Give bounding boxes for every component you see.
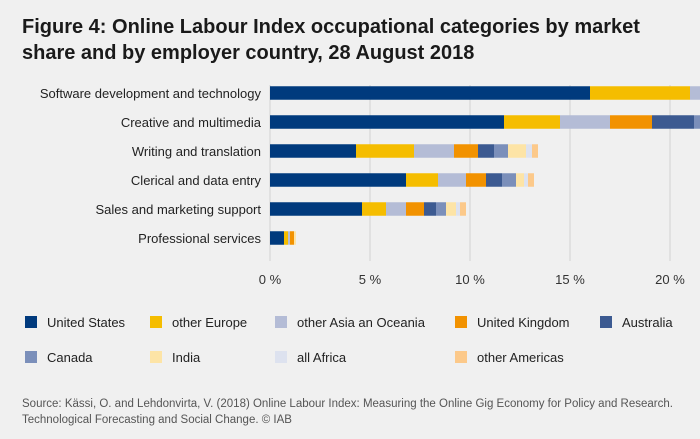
bar-segment [502,173,516,187]
bar-segment [436,202,446,216]
legend-label: all Africa [297,350,347,365]
x-tick-label: 5 % [359,272,382,287]
bar-segment [478,144,494,158]
x-tick-label: 10 % [455,272,485,287]
bar-segment [532,144,538,158]
bar-segment [406,173,438,187]
legend-swatch [150,351,162,363]
bar-segment [270,202,362,216]
category-label: Software development and technology [40,86,262,101]
bar-segment [294,231,296,245]
bar-segment [284,231,288,245]
bar-segment [270,173,406,187]
bar-segment [456,202,460,216]
bar-segment [288,231,290,245]
bar-segment [690,86,700,100]
grid-lines [269,85,671,261]
bar-segment [528,173,534,187]
bar-segment [454,144,478,158]
bar-segment [270,144,356,158]
bar-segment [560,115,610,129]
legend-swatch [25,316,37,328]
bar-segment [270,231,284,245]
bar-segment [466,173,486,187]
bar-segment [652,115,694,129]
bar-segment [526,144,532,158]
legend: United States other Europe other Asia an O… [25,315,673,365]
legend-swatch [150,316,162,328]
legend-label: India [172,350,201,365]
legend-label: United Kingdom [477,315,570,330]
bar-segment [290,231,294,245]
legend-label: other Americas [477,350,564,365]
x-tick-label: 0 % [259,272,282,287]
bar-segment [504,115,560,129]
bar-segment [524,173,528,187]
bar-segment [694,115,700,129]
bar-segment [406,202,424,216]
legend-swatch [600,316,612,328]
chart-title: Figure 4: Online Labour Index occupation… [22,16,640,64]
bar-segment [516,173,524,187]
x-axis-tick-labels: 0 %5 %10 %15 %20 %25 %30 %35 %40 % [259,272,685,287]
legend-label: other Asia an Oceania [297,315,426,330]
category-label: Professional services [138,231,261,246]
bar-segment [438,173,466,187]
bar-segment [270,115,504,129]
bar-segment [486,173,502,187]
legend-swatch [275,316,287,328]
category-label: Creative and multimedia [121,115,262,130]
bar-segment [356,144,414,158]
legend-swatch [455,316,467,328]
legend-swatch [25,351,37,363]
bar-segment [414,144,454,158]
category-label: Sales and marketing support [96,202,262,217]
bar-segments [270,86,700,245]
legend-label: United States [47,315,126,330]
bar-segment [424,202,436,216]
bar-segment [446,202,456,216]
bar-segment [590,86,690,100]
x-tick-label: 15 % [555,272,585,287]
bar-segment [460,202,466,216]
bar-segment [362,202,386,216]
bar-segment [494,144,508,158]
bar-segment [508,144,526,158]
legend-swatch [455,351,467,363]
category-labels: Software development and technology Creat… [40,86,262,246]
legend-label: other Europe [172,315,247,330]
legend-label: Canada [47,350,93,365]
category-label: Writing and translation [132,144,261,159]
x-tick-label: 20 % [655,272,685,287]
bar-segment [386,202,406,216]
bar-segment [610,115,652,129]
category-label: Clerical and data entry [131,173,262,188]
legend-label: Australia [622,315,673,330]
legend-swatch [275,351,287,363]
bar-segment [270,86,590,100]
source-note: Source: Kässi, O. and Lehdonvirta, V. (2… [22,398,673,426]
